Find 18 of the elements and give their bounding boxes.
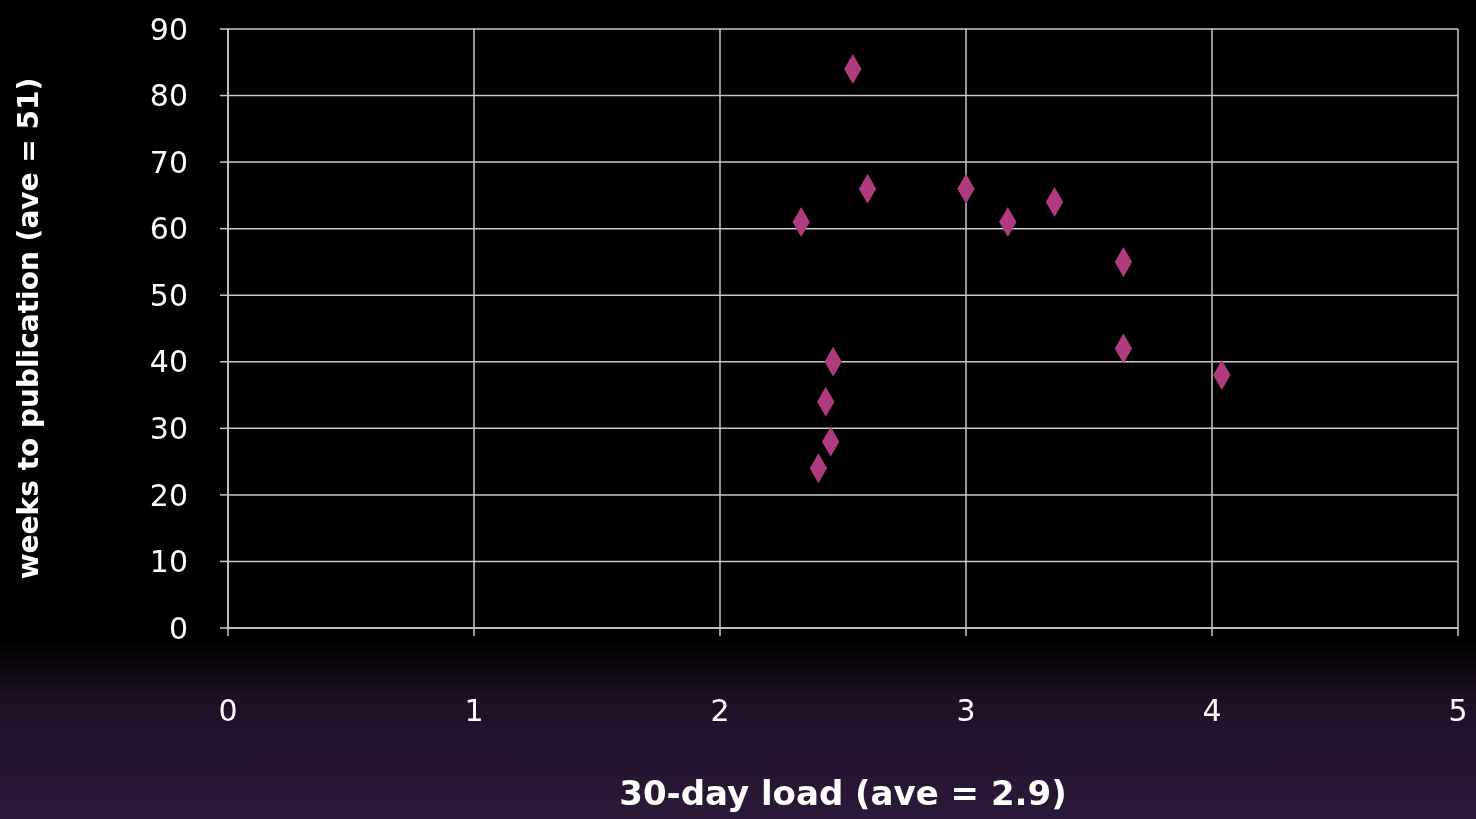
y-tick-label: 50 xyxy=(149,277,188,313)
y-tick-label: 80 xyxy=(149,78,188,114)
x-tick-label: 4 xyxy=(1202,693,1222,729)
y-tick-label: 20 xyxy=(149,477,188,513)
x-tick-label: 2 xyxy=(710,693,730,729)
x-tick-label: 0 xyxy=(218,693,238,729)
x-tick-label: 3 xyxy=(956,693,976,729)
y-axis-title: weeks to publication (ave = 51) xyxy=(11,77,45,580)
x-axis-title: 30-day load (ave = 2.9) xyxy=(619,773,1067,813)
x-tick-label: 1 xyxy=(464,693,484,729)
y-tick-label: 40 xyxy=(149,344,188,380)
y-tick-label: 0 xyxy=(168,610,188,646)
x-tick-label: 5 xyxy=(1448,693,1468,729)
y-tick-label: 90 xyxy=(149,11,188,47)
y-tick-label: 30 xyxy=(149,410,188,446)
y-tick-label: 10 xyxy=(149,544,188,580)
y-tick-label: 70 xyxy=(149,144,188,180)
y-tick-label: 60 xyxy=(149,211,188,247)
